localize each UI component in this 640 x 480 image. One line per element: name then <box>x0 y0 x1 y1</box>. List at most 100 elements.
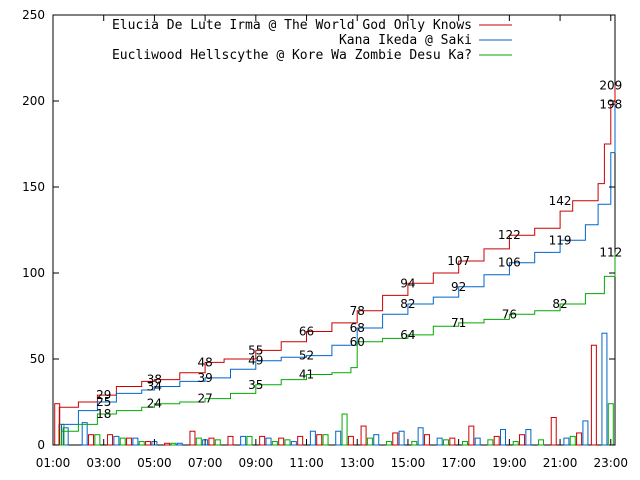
y-tick-label: 150 <box>22 180 45 194</box>
axis-ticks: 0 50 100 150 200 250 01:00 03:00 05:00 07:00 09:00… <box>22 8 628 470</box>
hourly-bar-eucliwood-hellscythe-kore-wa-zombie-desu-ka <box>170 442 177 446</box>
point-label-elucia-de-lute-irma-the-world-god-only-knows: 209 <box>599 79 622 93</box>
point-label-kana-ikeda-saki: 92 <box>451 280 466 294</box>
hourly-bar-kana-ikeda-saki <box>373 434 380 446</box>
y-tick-label: 50 <box>30 352 45 366</box>
hourly-bar-elucia-de-lute-irma-the-world-god-only-knows <box>550 416 557 446</box>
hourly-bar-kana-ikeda-saki <box>240 435 247 446</box>
point-label-elucia-de-lute-irma-the-world-god-only-knows: 38 <box>147 373 162 387</box>
hourly-bar-kana-ikeda-saki <box>525 429 532 446</box>
point-label-kana-ikeda-saki: 34 <box>147 380 162 394</box>
hourly-bar-eucliwood-hellscythe-kore-wa-zombie-desu-ka <box>607 403 614 446</box>
hourly-bar-kana-ikeda-saki <box>398 430 405 446</box>
point-label-kana-ikeda-saki: 49 <box>248 354 263 368</box>
point-label-kana-ikeda-saki: 25 <box>96 395 111 409</box>
hourly-bar-eucliwood-hellscythe-kore-wa-zombie-desu-ka <box>411 441 418 446</box>
hourly-bar-eucliwood-hellscythe-kore-wa-zombie-desu-ka <box>94 434 101 446</box>
hourly-bar-kana-ikeda-saki <box>176 442 183 446</box>
series-line-kana-ikeda-saki <box>53 104 616 446</box>
x-tick-label: 15:00 <box>391 456 426 470</box>
hourly-bar-kana-ikeda-saki <box>563 437 570 446</box>
hourly-bar-elucia-de-lute-irma-the-world-god-only-knows <box>297 435 304 446</box>
hourly-bar-elucia-de-lute-irma-the-world-god-only-knows <box>449 437 456 446</box>
hourly-bar-eucliwood-hellscythe-kore-wa-zombie-desu-ka <box>284 439 291 446</box>
x-tick-label: 11:00 <box>289 456 324 470</box>
point-label-kana-ikeda-saki: 119 <box>549 233 572 247</box>
hourly-bar-kana-ikeda-saki <box>113 435 120 446</box>
hourly-bar-eucliwood-hellscythe-kore-wa-zombie-desu-ka <box>512 441 519 446</box>
hourly-bar-elucia-de-lute-irma-the-world-god-only-knows <box>468 425 475 446</box>
series-line-elucia-de-lute-irma-the-world-god-only-knows <box>53 85 616 446</box>
hourly-bar-eucliwood-hellscythe-kore-wa-zombie-desu-ka <box>487 439 494 446</box>
point-label-eucliwood-hellscythe-kore-wa-zombie-desu-ka: 18 <box>96 407 111 421</box>
hourly-bar-eucliwood-hellscythe-kore-wa-zombie-desu-ka <box>461 441 468 446</box>
hourly-bar-eucliwood-hellscythe-kore-wa-zombie-desu-ka <box>442 439 449 446</box>
hourly-bar-elucia-de-lute-irma-the-world-god-only-knows <box>227 435 234 446</box>
point-label-elucia-de-lute-irma-the-world-god-only-knows: 55 <box>248 343 263 357</box>
x-tick-label: 17:00 <box>441 456 476 470</box>
point-label-elucia-de-lute-irma-the-world-god-only-knows: 107 <box>447 254 470 268</box>
point-label-eucliwood-hellscythe-kore-wa-zombie-desu-ka: 71 <box>451 316 466 330</box>
hourly-bar-elucia-de-lute-irma-the-world-god-only-knows <box>208 437 215 446</box>
hourly-bars <box>54 332 614 446</box>
hourly-bar-eucliwood-hellscythe-kore-wa-zombie-desu-ka <box>138 441 145 446</box>
y-tick-label: 200 <box>22 94 45 108</box>
point-label-eucliwood-hellscythe-kore-wa-zombie-desu-ka: 60 <box>350 335 365 349</box>
hourly-bar-elucia-de-lute-irma-the-world-god-only-knows <box>145 441 152 446</box>
x-tick-label: 19:00 <box>492 456 527 470</box>
point-label-elucia-de-lute-irma-the-world-god-only-knows: 78 <box>350 304 365 318</box>
hourly-bar-kana-ikeda-saki <box>309 430 316 446</box>
hourly-bar-kana-ikeda-saki <box>474 437 481 446</box>
y-tick-label: 0 <box>37 438 45 452</box>
point-label-kana-ikeda-saki: 198 <box>599 97 622 111</box>
series-line-eucliwood-hellscythe-kore-wa-zombie-desu-ka <box>53 252 616 446</box>
x-tick-label: 01:00 <box>36 456 71 470</box>
hourly-bar-eucliwood-hellscythe-kore-wa-zombie-desu-ka <box>341 413 348 446</box>
hourly-bar-eucliwood-hellscythe-kore-wa-zombie-desu-ka <box>366 437 373 446</box>
point-label-kana-ikeda-saki: 106 <box>498 256 521 270</box>
hourly-bar-kana-ikeda-saki <box>290 441 297 446</box>
plot-frame <box>52 14 616 446</box>
hourly-bar-kana-ikeda-saki <box>601 332 608 446</box>
hourly-bar-eucliwood-hellscythe-kore-wa-zombie-desu-ka <box>322 434 329 446</box>
point-label-kana-ikeda-saki: 52 <box>299 349 314 363</box>
hourly-bar-kana-ikeda-saki <box>500 429 507 446</box>
hourly-bar-eucliwood-hellscythe-kore-wa-zombie-desu-ka <box>569 435 576 446</box>
x-tick-label: 05:00 <box>137 456 172 470</box>
hourly-bar-elucia-de-lute-irma-the-world-god-only-knows <box>126 437 133 446</box>
hourly-bar-eucliwood-hellscythe-kore-wa-zombie-desu-ka <box>246 435 253 446</box>
hourly-bar-elucia-de-lute-irma-the-world-god-only-knows <box>576 432 583 446</box>
hourly-bar-eucliwood-hellscythe-kore-wa-zombie-desu-ka <box>385 441 392 446</box>
point-label-eucliwood-hellscythe-kore-wa-zombie-desu-ka: 27 <box>197 392 212 406</box>
x-tick-label: 23:00 <box>593 456 628 470</box>
legend-label: Kana Ikeda @ Saki <box>339 33 472 48</box>
hourly-bar-kana-ikeda-saki <box>417 427 424 446</box>
point-label-eucliwood-hellscythe-kore-wa-zombie-desu-ka: 64 <box>400 328 415 342</box>
hourly-bar-elucia-de-lute-irma-the-world-god-only-knows <box>88 434 95 446</box>
hourly-bar-elucia-de-lute-irma-the-world-god-only-knows <box>590 344 597 446</box>
hourly-bar-kana-ikeda-saki <box>582 420 589 446</box>
x-tick-label: 13:00 <box>340 456 375 470</box>
hourly-bar-elucia-de-lute-irma-the-world-god-only-knows <box>360 425 367 446</box>
point-label-elucia-de-lute-irma-the-world-god-only-knows: 66 <box>299 324 314 338</box>
hourly-bar-eucliwood-hellscythe-kore-wa-zombie-desu-ka <box>119 437 126 446</box>
legend-label: Elucia De Lute Irma @ The World God Only… <box>112 18 472 33</box>
point-label-kana-ikeda-saki: 68 <box>350 321 365 335</box>
x-tick-label: 07:00 <box>188 456 223 470</box>
point-label-elucia-de-lute-irma-the-world-god-only-knows: 29 <box>96 388 111 402</box>
hourly-bar-eucliwood-hellscythe-kore-wa-zombie-desu-ka <box>195 437 202 446</box>
point-label-eucliwood-hellscythe-kore-wa-zombie-desu-ka: 76 <box>502 307 517 321</box>
hourly-bar-kana-ikeda-saki <box>436 437 443 446</box>
point-label-eucliwood-hellscythe-kore-wa-zombie-desu-ka: 82 <box>552 297 567 311</box>
point-label-kana-ikeda-saki: 39 <box>197 371 212 385</box>
hourly-bar-eucliwood-hellscythe-kore-wa-zombie-desu-ka <box>538 439 545 446</box>
point-label-elucia-de-lute-irma-the-world-god-only-knows: 48 <box>197 355 212 369</box>
x-tick-label: 03:00 <box>86 456 121 470</box>
hourly-bar-elucia-de-lute-irma-the-world-god-only-knows <box>107 434 114 446</box>
point-label-elucia-de-lute-irma-the-world-god-only-knows: 94 <box>400 276 415 290</box>
hourly-bar-kana-ikeda-saki <box>62 427 69 446</box>
point-label-kana-ikeda-saki: 82 <box>400 297 415 311</box>
hourly-bar-eucliwood-hellscythe-kore-wa-zombie-desu-ka <box>214 439 221 446</box>
hourly-bar-elucia-de-lute-irma-the-world-god-only-knows <box>278 437 285 446</box>
